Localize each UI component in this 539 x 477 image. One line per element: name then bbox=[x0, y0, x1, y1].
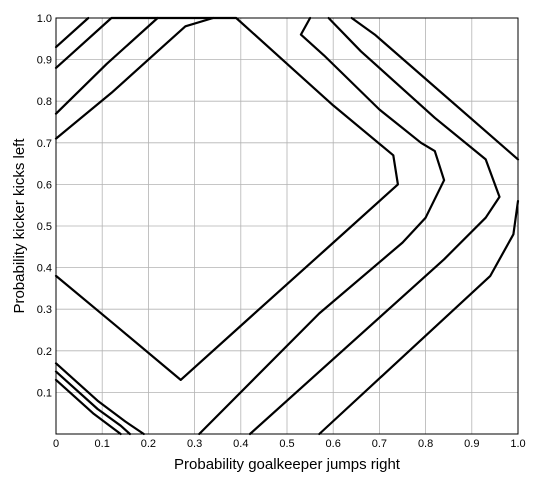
x-tick-label: 0 bbox=[53, 438, 59, 450]
y-tick-label: 0.6 bbox=[37, 179, 52, 191]
x-tick-label: 0.8 bbox=[418, 438, 433, 450]
contour-line bbox=[54, 16, 399, 381]
contour-line bbox=[318, 199, 520, 436]
y-axis-ticks: 0.1 0.2 0.3 0.4 0.5 0.6 0.7 0.8 0.9 1.0 bbox=[37, 13, 52, 399]
y-tick-label: 0.5 bbox=[37, 221, 52, 233]
plot-frame bbox=[55, 17, 519, 435]
y-tick-label: 1.0 bbox=[37, 13, 52, 25]
x-axis-ticks: 0 0.1 0.2 0.3 0.4 0.5 0.6 0.7 0.8 0.9 1.0 bbox=[53, 438, 526, 450]
x-tick-label: 0.2 bbox=[141, 438, 156, 450]
x-tick-label: 0.7 bbox=[372, 438, 387, 450]
x-tick-label: 0.4 bbox=[233, 438, 248, 450]
contour-line bbox=[198, 16, 446, 436]
x-tick-label: 0.9 bbox=[464, 438, 479, 450]
y-tick-label: 0.2 bbox=[37, 346, 52, 358]
contour-line bbox=[54, 370, 131, 436]
contour-lines bbox=[54, 16, 520, 436]
x-tick-label: 0.6 bbox=[326, 438, 341, 450]
y-tick-label: 0.4 bbox=[37, 263, 52, 275]
y-tick-label: 0.7 bbox=[37, 138, 52, 150]
contour-line bbox=[54, 378, 122, 436]
x-tick-label: 0.1 bbox=[95, 438, 110, 450]
y-tick-label: 0.1 bbox=[37, 387, 52, 399]
x-tick-label: 1.0 bbox=[510, 438, 525, 450]
x-axis-label: Probability goalkeeper jumps right bbox=[174, 456, 401, 473]
contour-line bbox=[54, 16, 215, 140]
contour-line bbox=[54, 362, 145, 436]
contour-line bbox=[54, 16, 90, 49]
contour-line bbox=[54, 16, 159, 115]
x-tick-label: 0.5 bbox=[279, 438, 294, 450]
y-axis-label: Probability kicker kicks left bbox=[11, 138, 28, 314]
grid bbox=[56, 18, 518, 434]
x-tick-label: 0.3 bbox=[187, 438, 202, 450]
y-tick-label: 0.8 bbox=[37, 96, 52, 108]
y-tick-label: 0.3 bbox=[37, 304, 52, 316]
contour-line bbox=[350, 16, 520, 161]
contour-line bbox=[248, 16, 501, 436]
y-tick-label: 0.9 bbox=[37, 55, 52, 67]
